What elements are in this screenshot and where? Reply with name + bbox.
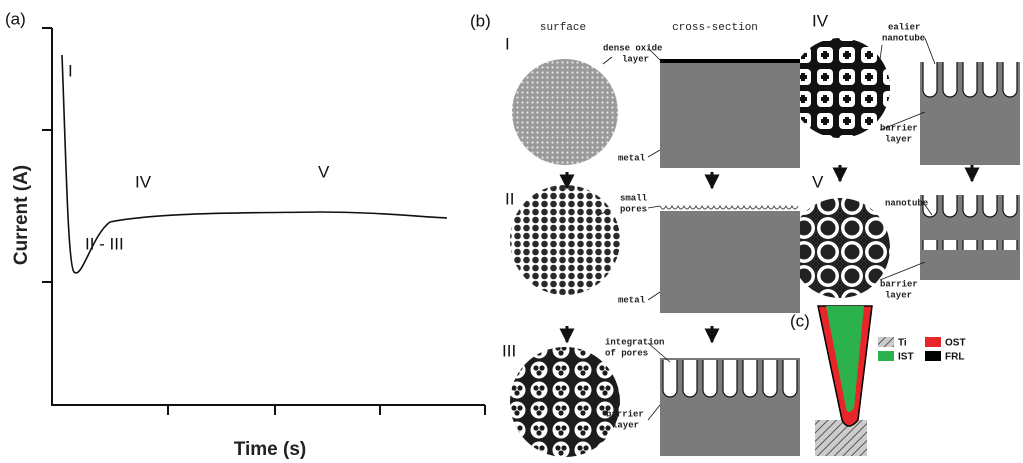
legend-swatch: [925, 337, 941, 347]
stage-label: V: [812, 172, 824, 191]
stage-label: IV: [135, 172, 152, 191]
annotation: barrier: [880, 123, 918, 133]
annotation: pores: [620, 204, 647, 214]
annotation: integration: [605, 337, 664, 347]
annotation: barrier: [880, 279, 918, 289]
annotation: ealier: [888, 22, 920, 32]
ti-substrate: [815, 420, 867, 456]
stage-label: I: [505, 34, 510, 53]
surface-image: [790, 38, 890, 138]
tubes: [920, 62, 1020, 104]
surface-image: [512, 59, 618, 165]
stage-label: III: [502, 341, 516, 360]
surface-image: [510, 185, 620, 295]
stage-label: II: [505, 189, 514, 208]
stage-label: V: [318, 162, 330, 181]
surface-image: [510, 347, 620, 457]
annotation: layer: [612, 420, 639, 430]
panel-label: (c): [790, 311, 810, 330]
legend-label: Ti: [898, 338, 907, 349]
panel-c: (c) Ti OST IST FRL: [790, 306, 966, 456]
legend-label: FRL: [945, 352, 964, 363]
panel-label: (a): [5, 9, 26, 28]
tubes: [660, 358, 800, 400]
legend-label: OST: [945, 338, 966, 349]
x-axis-label: Time (s): [234, 439, 307, 460]
oxide-layer: [660, 59, 800, 63]
cross-section: [660, 60, 800, 168]
annotation: small: [620, 193, 648, 203]
stage-label: I: [68, 61, 73, 80]
stage-label: IV: [812, 11, 829, 30]
annotation: of pores: [605, 348, 648, 358]
annotation: layer: [885, 290, 912, 300]
surface-image: [790, 198, 890, 298]
annotation: nanotube: [882, 33, 925, 43]
annotation: layer: [885, 134, 912, 144]
axis-ticks: [42, 28, 485, 415]
legend-swatch: [878, 337, 894, 347]
cross-section: [660, 205, 800, 313]
tubes: [920, 195, 1020, 250]
annotation: barrier: [606, 409, 644, 419]
annotation: dense oxide: [603, 43, 662, 53]
column-header: surface: [540, 22, 586, 34]
annotation: metal: [618, 153, 646, 163]
annotation: metal: [618, 295, 646, 305]
panel-b: (b) surface cross-section I II III IV V: [470, 11, 1020, 457]
legend-swatch: [878, 351, 894, 361]
stage-label: II - III: [85, 234, 124, 253]
figure: (a) I IV V II - III Current (A) Time (s)…: [0, 0, 1023, 463]
legend-swatch: [925, 351, 941, 361]
panel-label: (b): [470, 11, 491, 30]
y-axis-label: Current (A): [11, 165, 32, 265]
annotation: nanotube: [885, 198, 928, 208]
column-header: cross-section: [672, 22, 758, 34]
annotation: layer: [622, 54, 649, 64]
legend-label: IST: [898, 352, 914, 363]
panel-a: (a) I IV V II - III Current (A) Time (s): [5, 9, 485, 460]
